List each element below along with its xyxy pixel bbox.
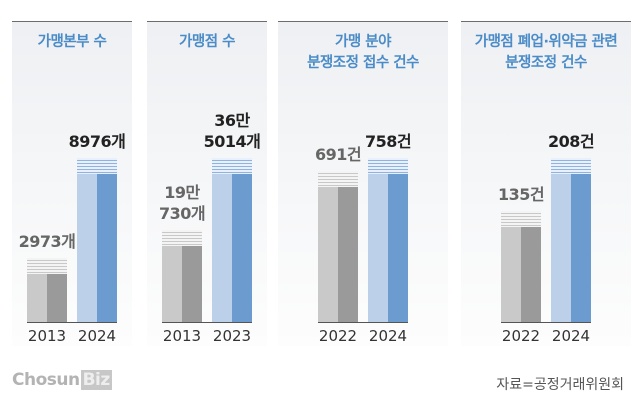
bar-2013 xyxy=(162,229,202,322)
building-top-icon xyxy=(368,158,408,174)
bar-2023 xyxy=(212,158,252,322)
x-tick-label: 2023 xyxy=(212,327,252,345)
chart-panel-4: 가맹점 폐업·위약금 관련 분쟁조정 건수 135건 2022 208건 2024 xyxy=(461,21,631,346)
value-label: 2973개 xyxy=(18,232,76,252)
building-top-icon xyxy=(501,210,541,227)
x-tick-label: 2024 xyxy=(551,327,591,345)
baseline xyxy=(318,322,408,323)
building-top-icon xyxy=(551,158,591,174)
bar-2024 xyxy=(368,158,408,322)
logo-text: Chosun xyxy=(12,370,80,390)
value-label: 8976개 xyxy=(68,132,126,151)
building-top-icon xyxy=(212,158,252,174)
x-tick-label: 2024 xyxy=(368,327,408,345)
chart-panel-3: 가맹 분야 분쟁조정 접수 건수 691건 2022 758건 2024 xyxy=(278,21,448,346)
panel-title: 가맹본부 수 xyxy=(37,34,107,50)
baseline xyxy=(162,322,252,323)
building-top-icon xyxy=(77,158,117,174)
x-tick-label: 2024 xyxy=(77,327,117,345)
baseline xyxy=(501,322,591,323)
value-label: 691건 xyxy=(314,145,362,165)
bar-2022 xyxy=(501,210,541,322)
panel-title: 가맹 분야 분쟁조정 접수 건수 xyxy=(307,34,419,71)
x-tick-label: 2022 xyxy=(501,327,541,345)
chosunbiz-logo: Chosun Biz xyxy=(12,370,112,390)
chart-panel-1: 가맹본부 수 2973개 2013 8976개 2024 xyxy=(12,21,132,346)
building-top-icon xyxy=(318,171,358,188)
bar-2022 xyxy=(318,171,358,322)
value-label: 36만 5014개 xyxy=(203,111,261,151)
panel-title: 가맹점 수 xyxy=(179,34,235,50)
value-label: 758건 xyxy=(364,132,412,151)
logo-highlight: Biz xyxy=(80,370,112,390)
x-tick-label: 2013 xyxy=(27,327,67,345)
value-label: 135건 xyxy=(497,184,545,204)
bar-2024 xyxy=(551,158,591,322)
building-top-icon xyxy=(27,258,67,275)
baseline xyxy=(27,322,117,323)
x-tick-label: 2022 xyxy=(318,327,358,345)
bar-2013 xyxy=(27,258,67,322)
value-label: 208건 xyxy=(547,132,595,151)
value-label: 19만 730개 xyxy=(158,182,206,223)
panel-title: 가맹점 폐업·위약금 관련 분쟁조정 건수 xyxy=(474,34,618,71)
building-top-icon xyxy=(162,229,202,246)
x-tick-label: 2013 xyxy=(162,327,202,345)
bar-2024 xyxy=(77,158,117,322)
chart-panel-2: 가맹점 수 19만 730개 2013 36만 5014개 2023 xyxy=(147,21,267,346)
source-note: 자료=공정거래위원회 xyxy=(496,377,624,393)
